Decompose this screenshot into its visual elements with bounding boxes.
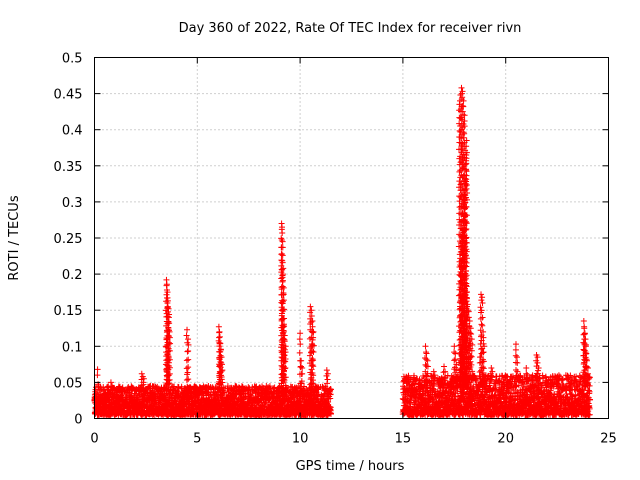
grid (94, 57, 609, 419)
chart-title: Day 360 of 2022, Rate Of TEC Index for r… (179, 21, 522, 36)
data-point (106, 397, 113, 404)
data-points (91, 84, 594, 418)
